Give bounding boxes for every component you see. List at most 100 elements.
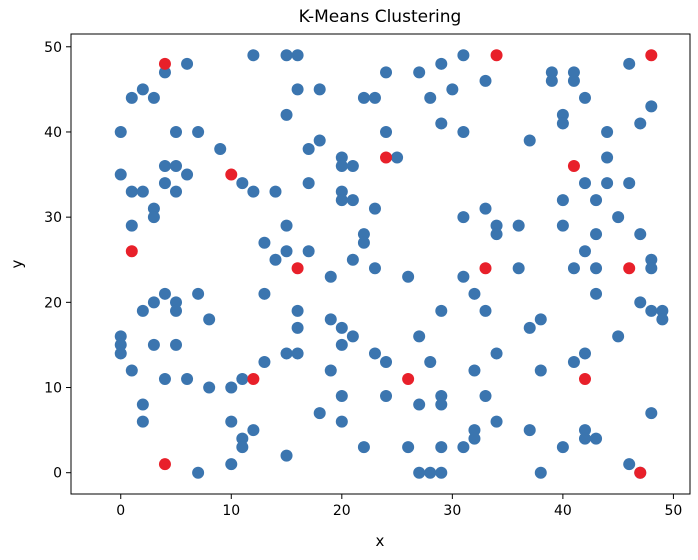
data-point [170,304,183,317]
x-tick-label: 40 [554,503,572,519]
data-point [645,262,658,275]
data-point [435,304,448,317]
data-point [457,270,470,283]
centroid-point [479,262,492,275]
data-point [457,125,470,138]
data-point [556,117,569,130]
data-point [335,415,348,428]
data-point [380,390,393,403]
plot-frame [70,33,691,495]
data-point [413,330,426,343]
data-point [335,390,348,403]
data-point [125,91,138,104]
data-point [357,236,370,249]
centroid-point [225,168,238,181]
data-point [368,202,381,215]
data-point [556,194,569,207]
y-tick-label: 0 [53,466,62,482]
data-point [512,219,525,232]
data-point [170,125,183,138]
data-point [280,245,293,258]
data-point [158,177,171,190]
data-point [258,236,271,249]
centroid-point [623,262,636,275]
data-point [158,160,171,173]
data-point [479,390,492,403]
data-point [147,296,160,309]
data-point [280,347,293,360]
data-point [435,57,448,70]
data-point [567,262,580,275]
data-point [324,270,337,283]
centroid-point [402,373,415,385]
data-point [435,390,448,403]
data-point [346,253,359,266]
data-point [114,125,127,138]
data-point [357,228,370,241]
data-point [590,228,603,241]
data-point [225,415,238,428]
data-point [313,83,326,96]
data-point [601,177,614,190]
data-point [645,304,658,317]
data-point [567,355,580,368]
data-point [147,91,160,104]
data-point [623,57,636,70]
data-point [601,151,614,164]
data-point [313,134,326,147]
data-point [578,177,591,190]
centroid-point [567,160,580,173]
data-point [634,296,647,309]
data-point [446,83,459,96]
data-point [335,160,348,173]
data-point [380,355,393,368]
data-point [291,49,304,62]
data-point [225,458,238,471]
data-point [357,441,370,454]
centroid-point [634,466,647,479]
data-point [490,347,503,360]
data-point [556,441,569,454]
data-point [247,424,260,437]
data-point [147,338,160,351]
data-point [380,125,393,138]
data-point [136,185,149,198]
data-point [313,407,326,420]
centroid-point [645,49,658,62]
data-point [424,466,437,479]
data-point [590,432,603,445]
x-tick-label: 30 [443,503,461,519]
data-point [181,373,194,385]
data-point [457,441,470,454]
y-axis: 0 10 20 30 40 50 [44,40,71,482]
data-point [147,202,160,215]
data-point [247,49,260,62]
data-point [391,151,404,164]
data-point [192,466,205,479]
data-point [203,313,216,326]
data-point [368,91,381,104]
data-point [324,364,337,377]
data-point [357,91,370,104]
data-points [114,49,669,479]
centroid-point [380,151,393,164]
data-point [125,185,138,198]
data-point [291,321,304,334]
data-point [236,432,249,445]
data-point [457,211,470,224]
data-point [523,424,536,437]
data-point [601,125,614,138]
data-point [302,143,315,155]
data-point [269,253,282,266]
data-point [280,219,293,232]
data-point [490,228,503,241]
data-point [556,219,569,232]
y-tick-label: 50 [44,40,62,56]
data-point [335,194,348,207]
data-point [645,100,658,113]
data-point [578,245,591,258]
data-point [258,355,271,368]
data-point [402,270,415,283]
data-point [468,424,481,437]
